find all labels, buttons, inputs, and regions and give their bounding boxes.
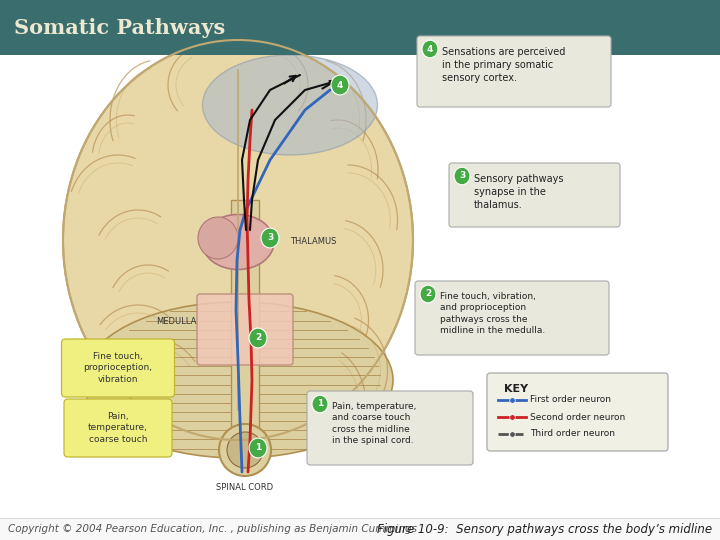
Text: 2: 2	[425, 289, 431, 299]
Ellipse shape	[202, 55, 377, 155]
Text: 3: 3	[267, 233, 273, 242]
Ellipse shape	[202, 214, 274, 269]
Text: Copyright © 2004 Pearson Education, Inc. , publishing as Benjamin Cummings: Copyright © 2004 Pearson Education, Inc.…	[8, 524, 417, 534]
Ellipse shape	[312, 395, 328, 413]
Ellipse shape	[331, 75, 349, 95]
Text: Third order neuron: Third order neuron	[530, 429, 615, 438]
Ellipse shape	[261, 228, 279, 248]
Text: 2: 2	[255, 334, 261, 342]
FancyBboxPatch shape	[449, 163, 620, 227]
Ellipse shape	[420, 285, 436, 303]
Ellipse shape	[249, 328, 267, 348]
Ellipse shape	[227, 432, 263, 468]
Text: 1: 1	[255, 443, 261, 453]
FancyBboxPatch shape	[64, 399, 172, 457]
Text: Second order neuron: Second order neuron	[530, 413, 625, 422]
Text: 1: 1	[317, 400, 323, 408]
Bar	[0, 518, 720, 540]
Ellipse shape	[249, 438, 267, 458]
Text: Sensory pathways
synapse in the
thalamus.: Sensory pathways synapse in the thalamus…	[474, 174, 564, 210]
Ellipse shape	[83, 302, 393, 458]
FancyBboxPatch shape	[197, 294, 293, 365]
Ellipse shape	[219, 424, 271, 476]
FancyBboxPatch shape	[307, 391, 473, 465]
Text: Figure 10-9:  Sensory pathways cross the body’s midline: Figure 10-9: Sensory pathways cross the …	[377, 523, 712, 536]
Text: First order neuron: First order neuron	[530, 395, 611, 404]
Text: MEDULLA: MEDULLA	[156, 318, 197, 327]
Text: 4: 4	[337, 80, 343, 90]
Text: Pain, temperature,
and coarse touch
cross the midline
in the spinal cord.: Pain, temperature, and coarse touch cros…	[332, 402, 416, 446]
FancyBboxPatch shape	[417, 36, 611, 107]
Text: Fine touch, vibration,
and proprioception
pathways cross the
midline in the medu: Fine touch, vibration, and proprioceptio…	[440, 292, 545, 335]
Text: Fine touch,
proprioception,
vibration: Fine touch, proprioception, vibration	[84, 353, 153, 383]
Text: 3: 3	[459, 172, 465, 180]
Text: THALAMUS: THALAMUS	[290, 238, 336, 246]
Text: Sensations are perceived
in the primary somatic
sensory cortex.: Sensations are perceived in the primary …	[442, 47, 565, 83]
Text: 4: 4	[427, 44, 433, 53]
Ellipse shape	[198, 217, 238, 259]
Text: KEY: KEY	[504, 384, 528, 394]
FancyBboxPatch shape	[61, 339, 174, 397]
Text: SPINAL CORD: SPINAL CORD	[217, 483, 274, 492]
Ellipse shape	[63, 40, 413, 440]
Bar	[0, 0, 720, 55]
Bar	[231, 200, 259, 460]
Ellipse shape	[454, 167, 470, 185]
Text: Pain,
temperature,
coarse touch: Pain, temperature, coarse touch	[88, 413, 148, 443]
FancyBboxPatch shape	[487, 373, 668, 451]
FancyBboxPatch shape	[415, 281, 609, 355]
Text: Somatic Pathways: Somatic Pathways	[14, 17, 225, 37]
Ellipse shape	[422, 40, 438, 58]
